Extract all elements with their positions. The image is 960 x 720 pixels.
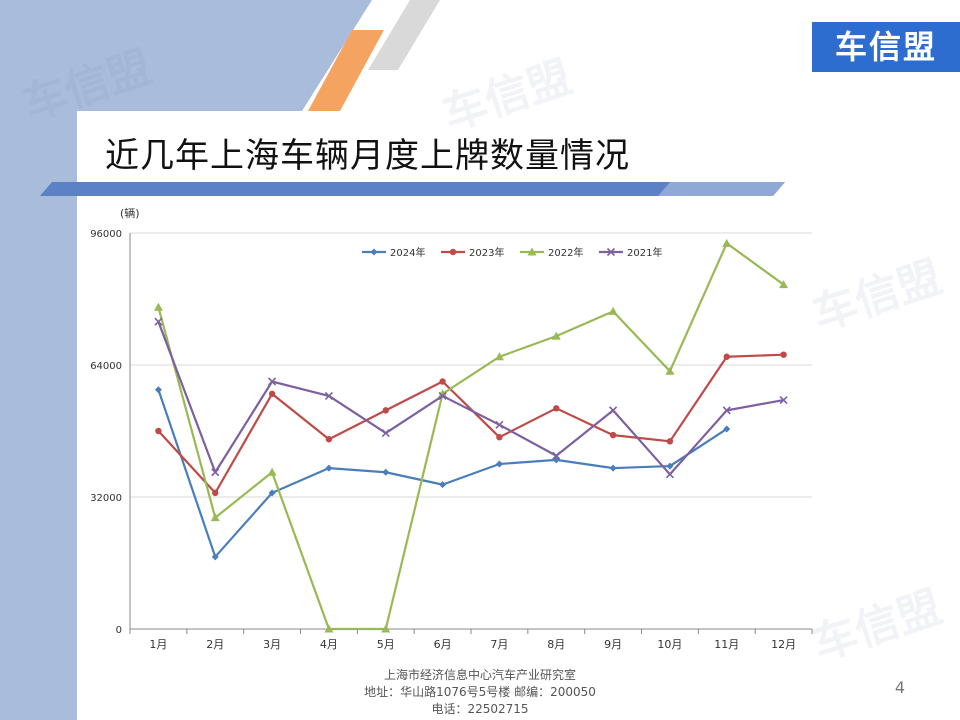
data-point [382,468,390,476]
data-point [324,624,334,633]
data-point [382,407,389,414]
data-point [665,470,674,479]
x-tick-label: 6月 [434,638,452,651]
legend-item: 2024年 [362,246,425,259]
page-title: 近几年上海车辆月度上牌数量情况 [105,136,630,176]
legend: 2024年 2023年 2022年 2021年 [362,246,662,259]
series-line [157,242,785,631]
data-point [609,431,617,439]
data-point [723,353,730,360]
data-point [154,317,163,326]
legend-label: 2023年 [469,246,504,259]
data-point [495,460,503,468]
data-point [268,377,277,386]
data-point [268,390,276,398]
x-tick-label: 9月 [604,638,622,651]
series-2 [153,238,789,633]
y-tick-label: 96000 [90,229,122,240]
footer-address: 地址：华山路1076号5号楼 邮编：200050 [364,685,596,699]
data-point [324,391,333,401]
series-line [157,321,784,476]
legend-label: 2021年 [627,246,662,259]
data-point [155,427,162,435]
legend-label: 2024年 [390,246,425,259]
gridlines [130,232,812,498]
data-point [438,391,447,401]
y-tick-label: 0 [116,625,122,636]
footer-phone: 电话：22502715 [431,702,529,716]
x-tick-label: 5月 [377,638,395,651]
header-blue-shape [0,0,372,111]
series-0 [154,386,731,561]
data-point [494,352,504,361]
data-point [212,489,219,497]
brand-logo: 车信盟 [812,22,960,72]
data-point [779,280,789,289]
x-tick-label: 12月 [771,638,796,651]
series-line [157,389,728,558]
x-tick-label: 8月 [547,638,565,651]
data-point [666,462,674,470]
data-point [154,386,162,394]
series [153,238,789,633]
data-point [496,433,503,441]
data-point [268,489,276,497]
data-point [779,395,788,405]
data-point [552,451,561,460]
data-point [551,331,561,340]
data-point [439,481,447,489]
data-point [722,406,731,415]
title-underline [40,182,785,196]
data-point [210,513,220,522]
y-tick-label: 32000 [90,493,122,504]
data-point [609,464,617,472]
gray-stripe [368,0,440,70]
y-tick-label: 64000 [90,361,122,372]
page-number: 4 [894,678,906,697]
axes: 96000 64000 32000 0 1月 2月 3月 4月 5月 6月 7月 8月 9月 10月 11月… [90,229,813,651]
left-side-band [0,0,77,720]
y-unit-label: (辆) [120,206,140,220]
x-tick-label: 4月 [320,638,338,651]
footer: 上海市经济信息中心汽车产业研究室 地址：华山路1076号5号楼 邮编：20005… [290,666,670,717]
data-point [665,366,675,375]
data-point [723,425,731,433]
data-point [722,238,732,247]
legend-item: 2021年 [599,246,662,259]
data-point [439,378,446,385]
data-point [609,406,618,415]
data-point [211,553,219,561]
data-point [608,306,618,315]
x-tick-label: 11月 [714,638,739,651]
x-tick-label: 2月 [206,638,224,651]
legend-item: 2022年 [520,246,583,259]
data-point [153,302,163,311]
x-tick-label: 7月 [490,638,508,651]
header-decoration [0,0,440,111]
legend-item: 2023年 [441,246,504,259]
series-3 [154,317,788,479]
data-point [381,428,390,438]
x-tick-label: 10月 [657,638,682,651]
data-point [553,405,560,412]
legend-label: 2022年 [548,246,583,259]
data-point [780,351,787,358]
data-point [495,420,504,429]
data-point [211,468,220,477]
line-chart: (辆) 96000 64000 32000 0 1月 2月 3月 4月 5月 6月 7月 8月 9月 10… [90,206,813,651]
data-point [381,624,391,633]
data-point [438,389,448,398]
x-tick-label: 1月 [149,638,167,651]
data-point [267,467,277,476]
data-point [666,438,674,445]
footer-org: 上海市经济信息中心汽车产业研究室 [383,668,576,682]
data-point [325,436,333,443]
orange-stripe [308,30,384,111]
data-point [325,464,333,472]
x-tick-label: 3月 [263,638,281,651]
